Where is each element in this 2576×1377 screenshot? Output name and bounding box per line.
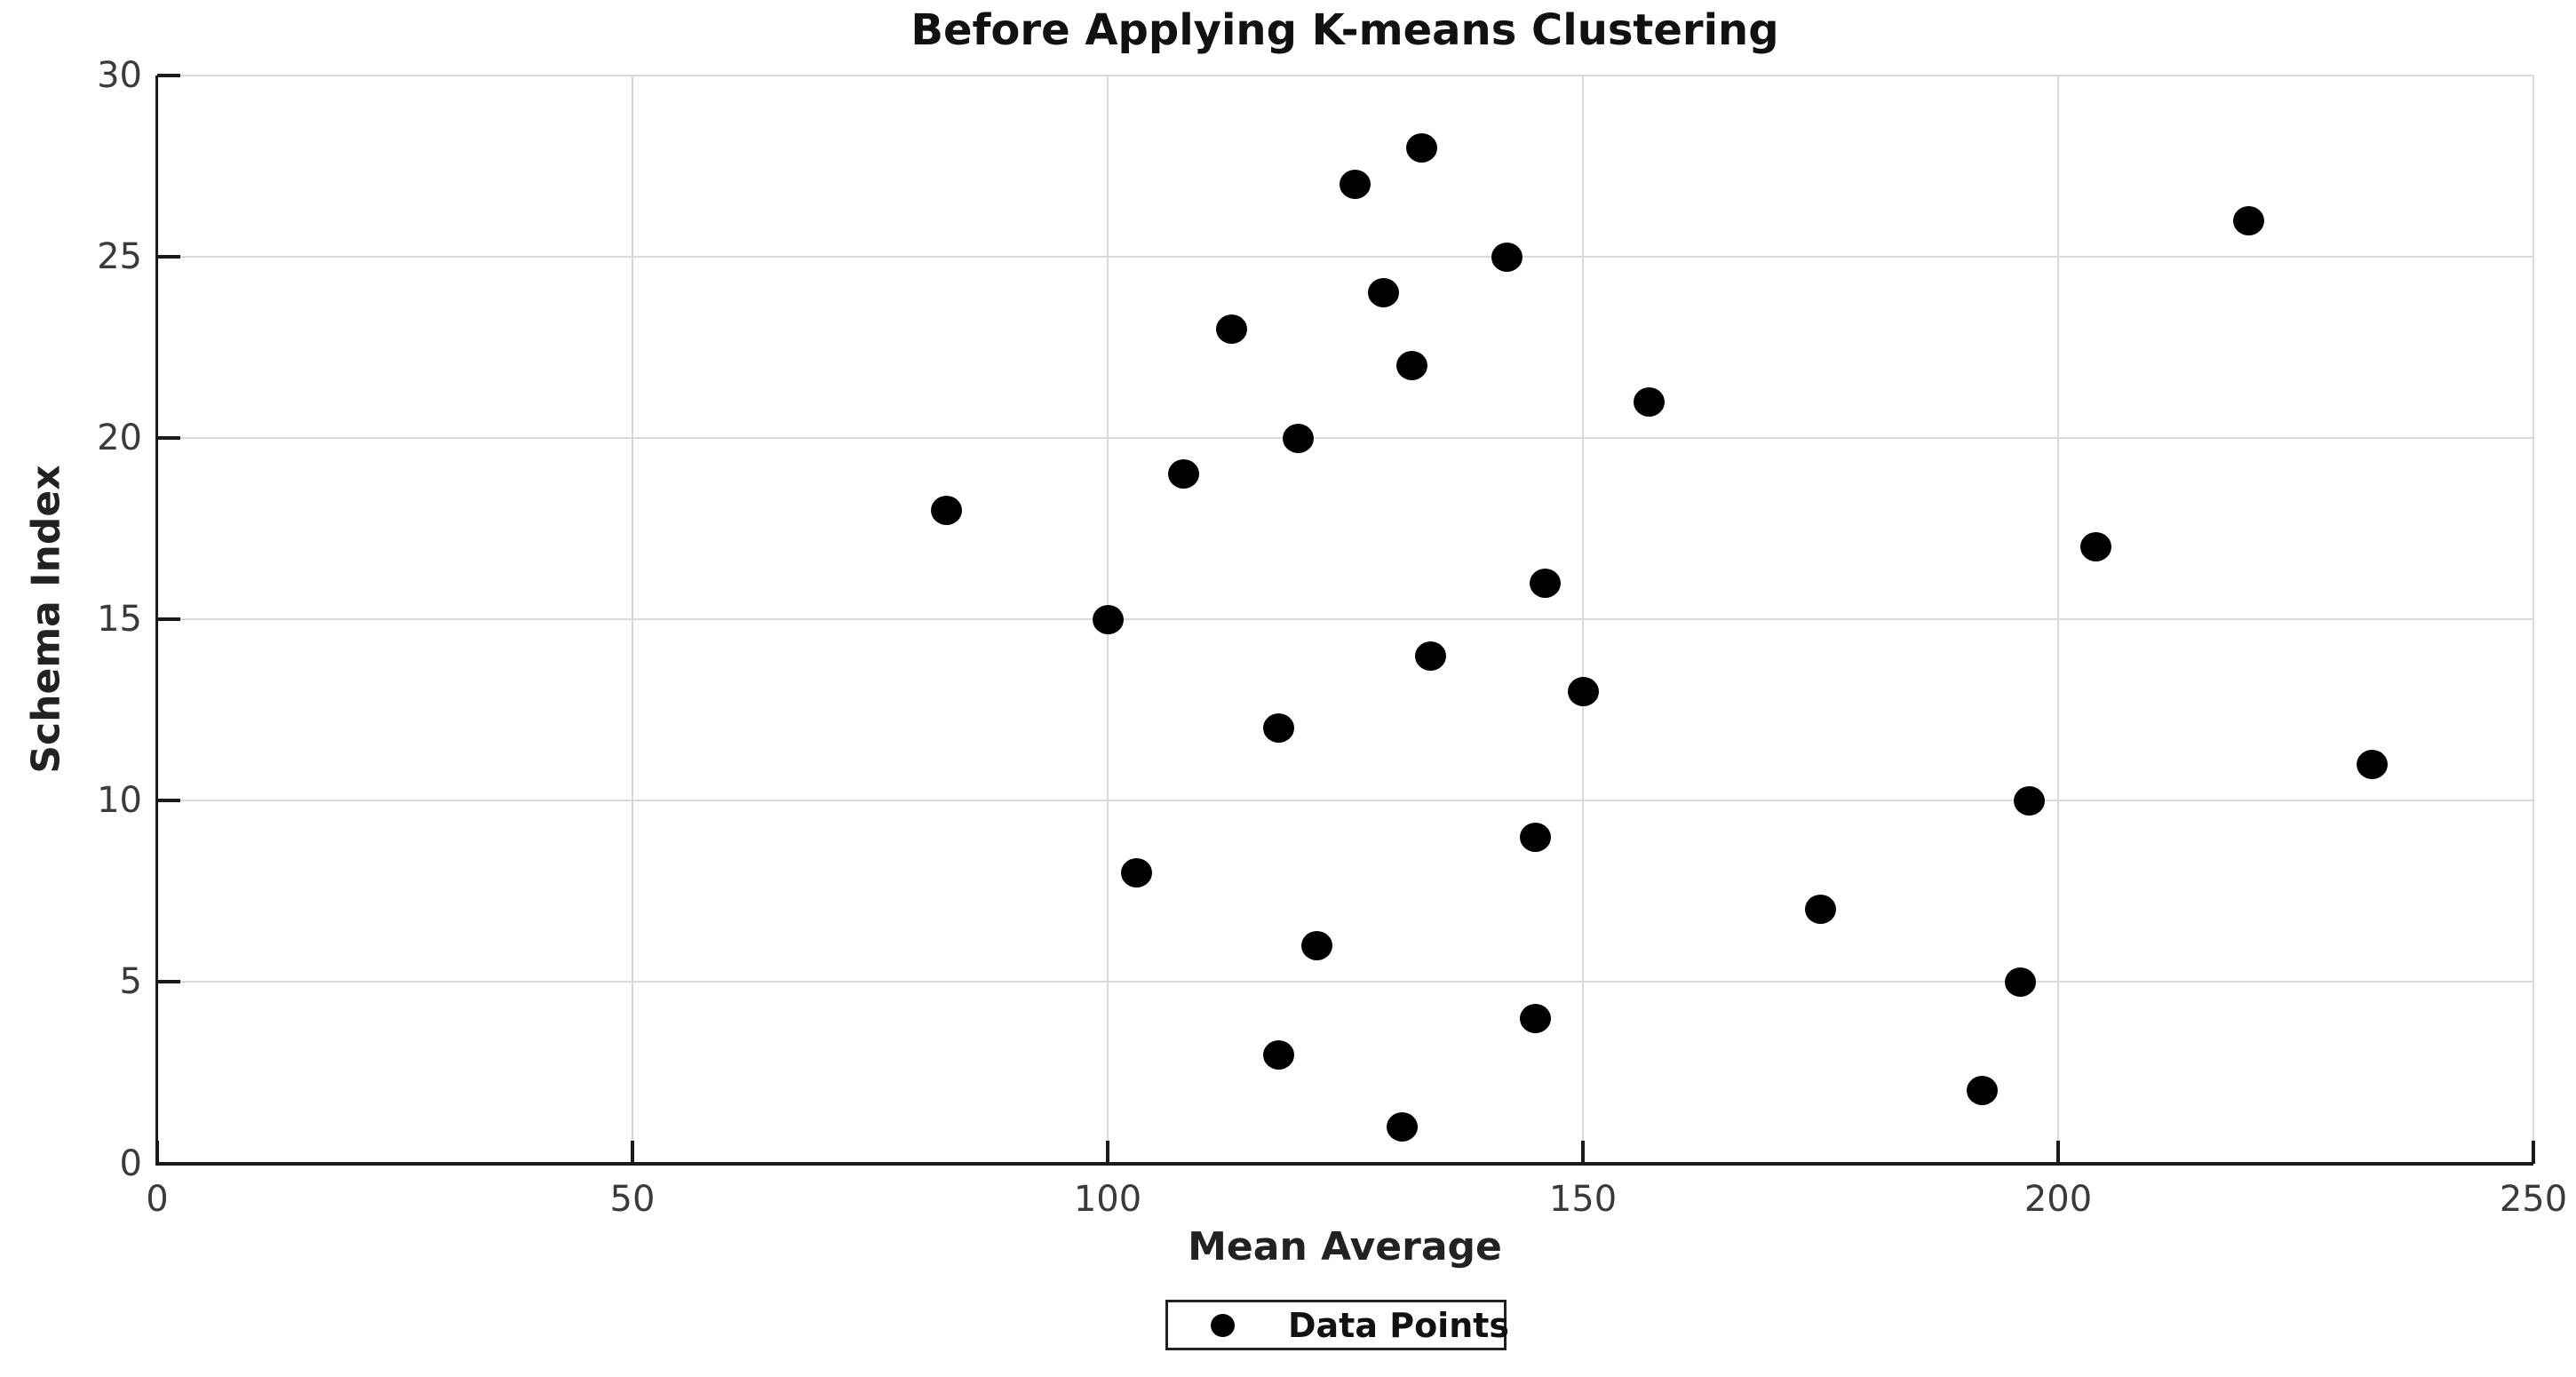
data-point (2014, 785, 2046, 816)
x-tick (1106, 1140, 1109, 1164)
x-tick (2532, 1140, 2535, 1164)
gridline (157, 618, 2533, 621)
data-point (1215, 314, 1247, 345)
y-tick (157, 617, 180, 622)
y-tick (157, 799, 180, 803)
gridline (2532, 76, 2534, 1164)
y-tick (157, 436, 180, 441)
gridline (157, 256, 2533, 259)
y-tick-label: 0 (119, 1142, 142, 1184)
data-point (1092, 604, 1124, 634)
x-tick-label: 100 (1073, 1178, 1142, 1220)
data-point (1263, 713, 1295, 744)
data-point (1491, 242, 1523, 272)
data-point (1415, 641, 1447, 671)
y-axis-label: Schema Index (23, 465, 69, 774)
data-point (1300, 931, 1332, 961)
x-tick-label: 50 (609, 1178, 656, 1220)
filled-circle-icon (1211, 1313, 1235, 1337)
x-axis-spine (155, 1161, 2533, 1166)
y-tick (157, 1161, 180, 1166)
x-tick-label: 0 (146, 1178, 169, 1220)
data-point (1520, 1003, 1551, 1033)
data-point (1966, 1076, 1998, 1106)
data-point (1282, 423, 1314, 453)
y-tick-label: 5 (119, 961, 142, 1003)
data-point (1339, 169, 1371, 199)
y-tick (157, 255, 180, 259)
data-point (1263, 1039, 1295, 1070)
x-tick (631, 1140, 634, 1164)
data-point (1395, 351, 1427, 381)
gridline (157, 437, 2533, 440)
chart-title: Before Applying K-means Clustering (910, 5, 1779, 55)
data-point (1405, 133, 1437, 163)
y-tick (157, 980, 180, 984)
y-tick (157, 74, 180, 77)
data-point (1120, 858, 1152, 888)
gridline (157, 981, 2533, 983)
y-tick-label: 25 (97, 236, 142, 278)
data-point (1567, 677, 1599, 707)
data-point (2080, 532, 2112, 562)
y-tick-label: 15 (97, 599, 142, 641)
gridline (157, 800, 2533, 802)
y-tick-label: 10 (97, 780, 142, 822)
x-tick (2056, 1140, 2060, 1164)
data-point (2356, 750, 2388, 780)
legend: Data Points (1165, 1300, 1510, 1350)
data-point (1367, 278, 1399, 308)
x-tick-label: 250 (2499, 1178, 2568, 1220)
data-point (1805, 895, 1836, 925)
data-point (1634, 386, 1666, 417)
x-tick (1581, 1140, 1585, 1164)
y-tick-label: 30 (97, 55, 142, 96)
data-point (1168, 459, 1200, 490)
data-point (1520, 822, 1551, 852)
data-point (2232, 205, 2264, 235)
x-axis-label: Mean Average (1188, 1224, 1502, 1270)
x-tick-label: 150 (1548, 1178, 1618, 1220)
data-point (1529, 568, 1561, 598)
gridline (157, 75, 2533, 76)
data-point (1387, 1112, 1419, 1142)
data-point (930, 496, 962, 526)
y-axis-spine (155, 76, 158, 1166)
x-tick-label: 200 (2023, 1178, 2093, 1220)
data-point (2004, 967, 2036, 997)
y-tick-label: 20 (97, 418, 142, 459)
x-tick (155, 1140, 159, 1164)
legend-label: Data Points (1288, 1305, 1510, 1345)
